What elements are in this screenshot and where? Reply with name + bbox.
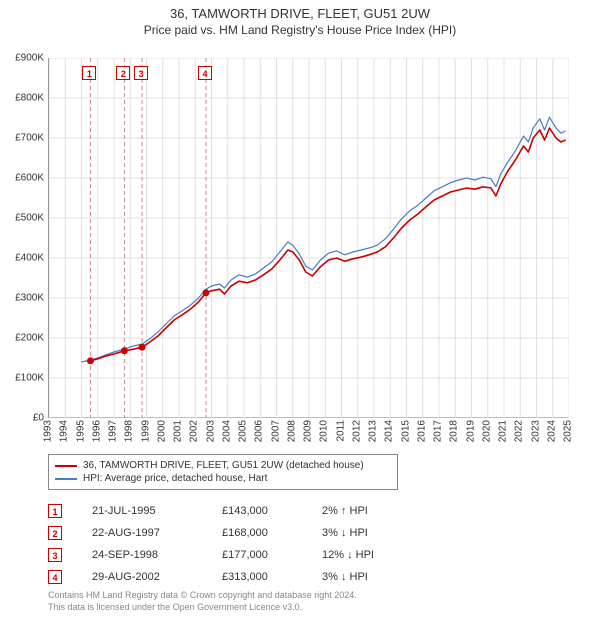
x-tick-label: 2007 [270, 420, 281, 442]
y-tick-label: £300K [4, 293, 44, 304]
x-tick-label: 2002 [189, 420, 200, 442]
x-tick-label: 1993 [43, 420, 54, 442]
chart-svg [49, 58, 569, 418]
transaction-date: 29-AUG-2002 [92, 571, 222, 583]
transaction-delta: 3% ↓ HPI [322, 571, 422, 583]
transaction-marker-1: 1 [48, 504, 62, 518]
chart-container: 36, TAMWORTH DRIVE, FLEET, GU51 2UW Pric… [0, 0, 600, 620]
x-tick-label: 2023 [530, 420, 541, 442]
x-tick-label: 2000 [156, 420, 167, 442]
y-tick-label: £800K [4, 93, 44, 104]
x-tick-label: 2004 [221, 420, 232, 442]
y-tick-label: £0 [4, 413, 44, 424]
title-sub: Price paid vs. HM Land Registry's House … [0, 23, 600, 37]
x-tick-label: 2001 [173, 420, 184, 442]
x-tick-label: 2003 [205, 420, 216, 442]
y-tick-label: £900K [4, 53, 44, 64]
x-tick-label: 1995 [75, 420, 86, 442]
footer-attribution: Contains HM Land Registry data © Crown c… [48, 590, 357, 613]
x-tick-label: 1998 [124, 420, 135, 442]
legend-label: HPI: Average price, detached house, Hart [83, 473, 267, 484]
x-tick-label: 1999 [140, 420, 151, 442]
transaction-row: 1 21-JUL-1995£143,0002% ↑ HPI [48, 500, 548, 522]
x-tick-label: 2005 [238, 420, 249, 442]
x-tick-label: 1997 [108, 420, 119, 442]
x-tick-label: 2006 [254, 420, 265, 442]
x-tick-label: 2015 [400, 420, 411, 442]
transaction-price: £177,000 [222, 549, 322, 561]
legend-item: HPI: Average price, detached house, Hart [55, 472, 391, 485]
x-tick-label: 2025 [563, 420, 574, 442]
x-tick-label: 2009 [303, 420, 314, 442]
x-tick-label: 2020 [481, 420, 492, 442]
x-tick-label: 2013 [368, 420, 379, 442]
legend-swatch [55, 465, 77, 467]
chart-marker-3: 3 [134, 66, 148, 80]
transaction-date: 24-SEP-1998 [92, 549, 222, 561]
x-tick-label: 1996 [91, 420, 102, 442]
transaction-marker-4: 4 [48, 570, 62, 584]
x-tick-label: 2018 [449, 420, 460, 442]
transaction-price: £143,000 [222, 505, 322, 517]
x-tick-label: 2008 [286, 420, 297, 442]
x-tick-label: 2014 [384, 420, 395, 442]
y-tick-label: £600K [4, 173, 44, 184]
transaction-date: 21-JUL-1995 [92, 505, 222, 517]
x-tick-label: 2011 [335, 420, 346, 442]
transaction-delta: 2% ↑ HPI [322, 505, 422, 517]
legend-swatch [55, 478, 77, 480]
transaction-delta: 3% ↓ HPI [322, 527, 422, 539]
transaction-price: £313,000 [222, 571, 322, 583]
transaction-date: 22-AUG-1997 [92, 527, 222, 539]
transaction-marker-2: 2 [48, 526, 62, 540]
legend: 36, TAMWORTH DRIVE, FLEET, GU51 2UW (det… [48, 454, 398, 490]
x-tick-label: 2012 [351, 420, 362, 442]
y-tick-label: £700K [4, 133, 44, 144]
transaction-marker-3: 3 [48, 548, 62, 562]
y-tick-label: £500K [4, 213, 44, 224]
title-block: 36, TAMWORTH DRIVE, FLEET, GU51 2UW Pric… [0, 0, 600, 37]
transaction-delta: 12% ↓ HPI [322, 549, 422, 561]
x-tick-label: 2010 [319, 420, 330, 442]
footer-line2: This data is licensed under the Open Gov… [48, 602, 357, 614]
x-tick-label: 2016 [416, 420, 427, 442]
y-tick-label: £200K [4, 333, 44, 344]
transaction-row: 4 29-AUG-2002£313,0003% ↓ HPI [48, 566, 548, 588]
legend-label: 36, TAMWORTH DRIVE, FLEET, GU51 2UW (det… [83, 460, 364, 471]
transaction-row: 2 22-AUG-1997£168,0003% ↓ HPI [48, 522, 548, 544]
x-tick-label: 2021 [498, 420, 509, 442]
chart-marker-2: 2 [116, 66, 130, 80]
legend-item: 36, TAMWORTH DRIVE, FLEET, GU51 2UW (det… [55, 459, 391, 472]
chart-plot-area [48, 58, 568, 418]
chart-marker-1: 1 [82, 66, 96, 80]
x-tick-label: 2017 [433, 420, 444, 442]
x-tick-label: 1994 [59, 420, 70, 442]
transaction-price: £168,000 [222, 527, 322, 539]
x-tick-label: 2019 [465, 420, 476, 442]
footer-line1: Contains HM Land Registry data © Crown c… [48, 590, 357, 602]
y-tick-label: £100K [4, 373, 44, 384]
y-tick-label: £400K [4, 253, 44, 264]
title-main: 36, TAMWORTH DRIVE, FLEET, GU51 2UW [0, 6, 600, 21]
x-tick-label: 2024 [546, 420, 557, 442]
transactions-table: 1 21-JUL-1995£143,0002% ↑ HPI 2 22-AUG-1997… [48, 500, 548, 588]
x-tick-label: 2022 [514, 420, 525, 442]
chart-marker-4: 4 [198, 66, 212, 80]
transaction-row: 3 24-SEP-1998£177,00012% ↓ HPI [48, 544, 548, 566]
